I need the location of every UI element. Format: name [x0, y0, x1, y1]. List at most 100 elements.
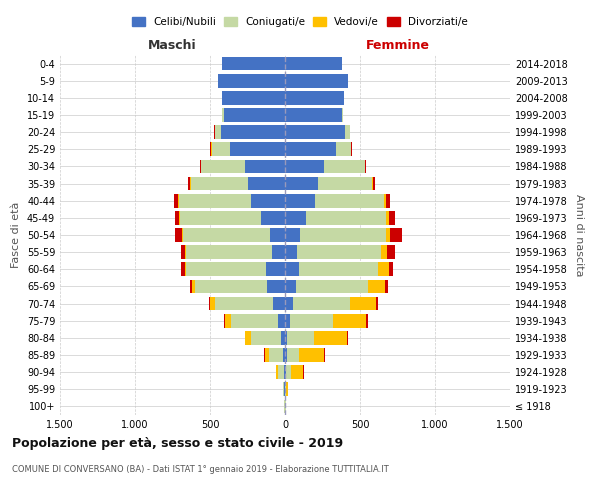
Bar: [333, 314, 366, 328]
Bar: [229, 142, 285, 156]
Bar: [293, 296, 350, 310]
Bar: [285, 142, 336, 156]
Bar: [175, 228, 182, 242]
Bar: [285, 348, 287, 362]
Text: Femmine: Femmine: [365, 38, 430, 52]
Bar: [215, 126, 221, 139]
Bar: [265, 348, 269, 362]
Bar: [225, 314, 231, 328]
Bar: [387, 246, 395, 259]
Bar: [285, 108, 342, 122]
Bar: [218, 74, 285, 88]
Bar: [175, 194, 178, 207]
Y-axis label: Fasce di età: Fasce di età: [11, 202, 21, 268]
Bar: [385, 280, 388, 293]
Bar: [251, 331, 281, 344]
Bar: [222, 56, 285, 70]
Bar: [390, 228, 402, 242]
Bar: [285, 228, 300, 242]
Bar: [195, 280, 267, 293]
Bar: [248, 176, 285, 190]
Bar: [267, 280, 285, 293]
Bar: [285, 246, 297, 259]
Bar: [386, 194, 390, 207]
Bar: [182, 228, 183, 242]
Bar: [283, 348, 285, 362]
Bar: [285, 194, 315, 207]
Bar: [285, 262, 299, 276]
Bar: [223, 108, 285, 122]
Bar: [378, 262, 389, 276]
Bar: [201, 160, 245, 173]
Bar: [336, 142, 351, 156]
Bar: [277, 366, 284, 379]
Bar: [384, 194, 386, 207]
Bar: [285, 176, 318, 190]
Bar: [271, 246, 285, 259]
Bar: [285, 331, 287, 344]
Bar: [222, 108, 223, 122]
Bar: [386, 211, 389, 224]
Bar: [281, 331, 285, 344]
Bar: [221, 126, 285, 139]
Bar: [287, 331, 314, 344]
Bar: [366, 314, 367, 328]
Y-axis label: Anni di nascita: Anni di nascita: [574, 194, 584, 276]
Bar: [285, 366, 286, 379]
Bar: [299, 348, 324, 362]
Text: Maschi: Maschi: [148, 38, 197, 52]
Bar: [245, 160, 285, 173]
Bar: [215, 296, 273, 310]
Bar: [264, 348, 265, 362]
Bar: [283, 382, 284, 396]
Bar: [192, 280, 195, 293]
Bar: [212, 142, 229, 156]
Bar: [179, 194, 251, 207]
Bar: [175, 211, 179, 224]
Bar: [285, 56, 342, 70]
Bar: [315, 194, 384, 207]
Bar: [285, 126, 345, 139]
Bar: [265, 262, 285, 276]
Bar: [347, 331, 348, 344]
Bar: [381, 246, 387, 259]
Bar: [209, 296, 210, 310]
Bar: [284, 366, 285, 379]
Bar: [386, 228, 390, 242]
Bar: [286, 366, 292, 379]
Bar: [299, 262, 378, 276]
Bar: [181, 262, 185, 276]
Bar: [186, 262, 265, 276]
Bar: [350, 296, 376, 310]
Bar: [185, 262, 186, 276]
Bar: [285, 280, 296, 293]
Bar: [318, 176, 372, 190]
Bar: [181, 246, 185, 259]
Bar: [185, 246, 186, 259]
Bar: [297, 246, 381, 259]
Bar: [372, 176, 373, 190]
Bar: [269, 348, 283, 362]
Bar: [389, 211, 395, 224]
Bar: [188, 176, 190, 190]
Bar: [290, 314, 333, 328]
Bar: [324, 348, 325, 362]
Bar: [251, 194, 285, 207]
Bar: [342, 108, 343, 122]
Bar: [292, 366, 304, 379]
Bar: [183, 228, 270, 242]
Bar: [261, 211, 285, 224]
Bar: [210, 296, 215, 310]
Bar: [306, 211, 386, 224]
Bar: [224, 314, 225, 328]
Bar: [287, 348, 299, 362]
Bar: [285, 160, 324, 173]
Bar: [324, 160, 365, 173]
Bar: [285, 211, 306, 224]
Bar: [285, 296, 293, 310]
Bar: [180, 211, 261, 224]
Bar: [222, 91, 285, 104]
Bar: [365, 160, 366, 173]
Bar: [190, 280, 192, 293]
Bar: [270, 228, 285, 242]
